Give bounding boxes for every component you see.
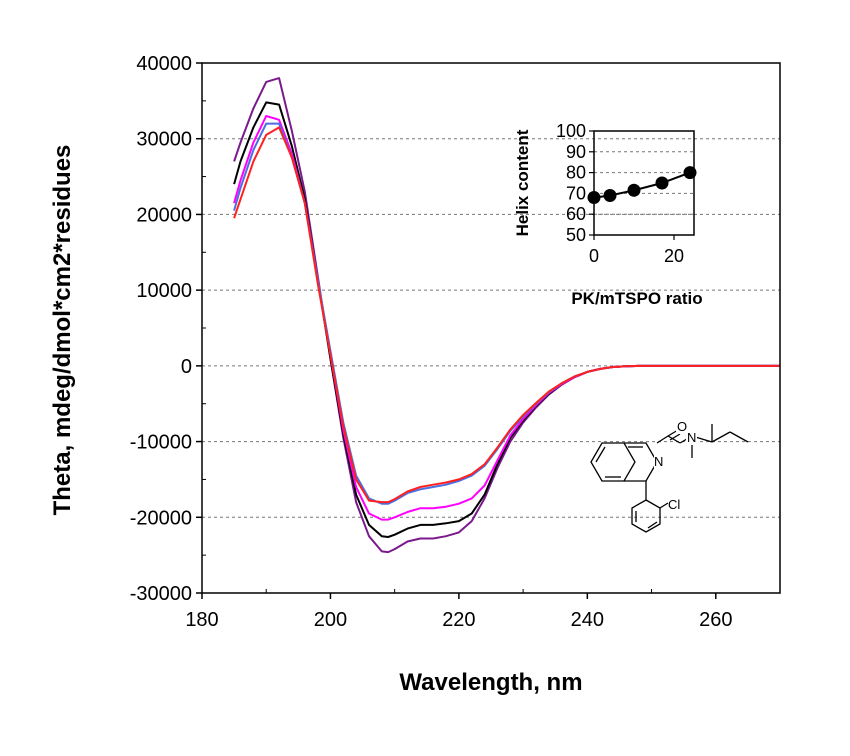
main-x-tick-label: 220 [442,609,475,631]
main-gridlines [202,138,780,518]
ring-nitrogen-label: N [654,454,663,469]
inset-x-tick-label: 0 [589,246,599,266]
inset-y-axis-title: Helix content [513,129,532,236]
main-y-tick-label: 40000 [136,53,192,75]
main-x-tick-label: 200 [314,609,347,631]
inset-plot-frame [593,130,695,236]
inset-x-axis-title: PK/mTSPO ratio [571,289,702,308]
amide-nitrogen-label: N [687,430,696,445]
main-x-tick-label: 180 [185,609,218,631]
inset-x-tick-label: 20 [664,246,684,266]
main-y-tick-label: 30000 [136,129,192,151]
main-y-tick-label: -20000 [130,507,192,529]
main-y-axis-title: Theta, mdeg/dmol*cm2*residues [49,145,76,516]
main-y-tick-label: -30000 [130,583,192,605]
inset-y-tick-label: 60 [566,204,586,224]
helix-data-point [627,183,641,197]
main-x-tick-label: 260 [699,609,732,631]
chlorine-label: Cl [668,497,680,512]
inset-gridlines [594,151,694,215]
inset-x-ticks: 0 20 [589,235,684,266]
helix-data-point [603,188,617,202]
spectrum-line-3 [233,115,780,521]
inset-y-tick-label: 80 [566,163,586,183]
inset-y-tick-label: 90 [566,142,586,162]
helix-data-point [655,176,669,190]
pk11195-structure-drawing [590,424,749,533]
main-y-tick-label: 0 [181,356,192,378]
inset-y-tick-label: 100 [556,121,586,141]
main-y-tick-label: 10000 [136,280,192,302]
main-series-group [233,77,780,554]
main-y-tick-label: -10000 [130,432,192,454]
inset-y-tick-label: 70 [566,183,586,203]
spectrum-line-2 [233,101,780,538]
spectrum-line-1 [233,77,780,554]
spectrum-line-5 [233,126,780,504]
main-x-axis-title: Wavelength, nm [399,669,582,696]
inset-y-tick-label: 50 [566,225,586,245]
main-x-ticks: 180 200 220 240 260 [185,589,732,631]
pk11195-structure-labels: N O N Cl [654,419,697,512]
main-y-ticks: 40000 30000 20000 10000 0 -10000 -20000 -30000 [130,53,206,605]
carbonyl-oxygen-label: O [677,419,687,434]
main-y-tick-label: 20000 [136,204,192,226]
main-x-tick-label: 240 [571,609,604,631]
inset-series-group [587,166,697,205]
